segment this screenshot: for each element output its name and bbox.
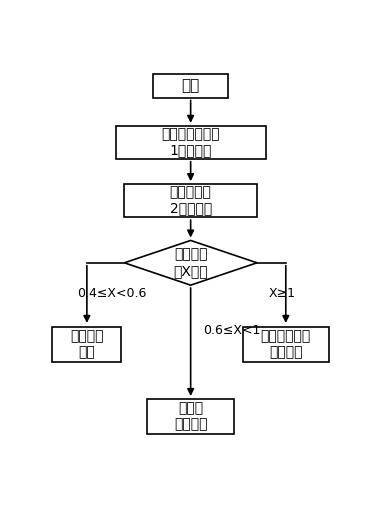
Text: 无线地磁检测器
1检测数据: 无线地磁检测器 1检测数据 — [161, 127, 220, 158]
Text: 自适应
控制方式: 自适应 控制方式 — [174, 401, 208, 431]
FancyBboxPatch shape — [52, 327, 122, 362]
Text: 0.4≤X<0.6: 0.4≤X<0.6 — [77, 287, 146, 300]
FancyBboxPatch shape — [153, 74, 228, 97]
Text: 多时段定周期
控制方式: 多时段定周期 控制方式 — [261, 329, 311, 360]
Text: 开始: 开始 — [182, 78, 200, 93]
Text: 平均饱和
度X判断: 平均饱和 度X判断 — [173, 247, 208, 278]
FancyBboxPatch shape — [243, 327, 329, 362]
FancyBboxPatch shape — [116, 126, 266, 159]
Text: X≥1: X≥1 — [269, 287, 295, 300]
FancyBboxPatch shape — [147, 399, 234, 434]
Polygon shape — [124, 240, 257, 285]
FancyBboxPatch shape — [124, 184, 257, 217]
Text: 感应控制
方式: 感应控制 方式 — [70, 329, 104, 360]
Text: 信号控制机
2接收数据: 信号控制机 2接收数据 — [170, 185, 212, 216]
Text: 0.6≤X<1: 0.6≤X<1 — [203, 324, 261, 337]
